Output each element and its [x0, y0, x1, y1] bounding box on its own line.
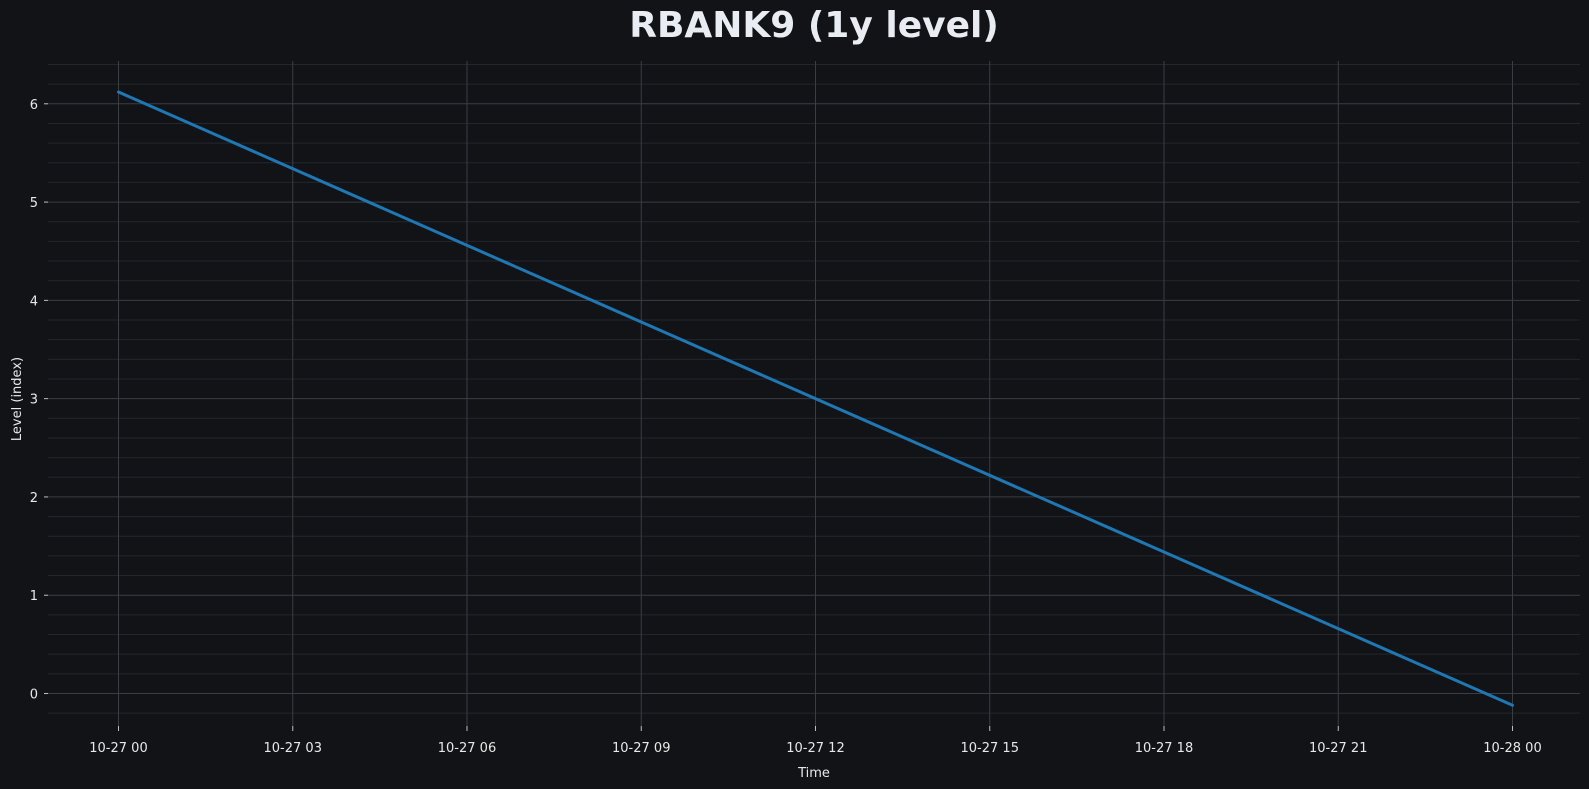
x-axis-ticks: 10-27 00 10-27 03 10-27 06 10-27 09 10-27 12… — [89, 726, 1542, 756]
x-tick-label: 10-28 00 — [1483, 741, 1541, 756]
x-tick-label: 10-27 06 — [438, 741, 496, 756]
x-tick-label: 10-27 09 — [612, 741, 670, 756]
y-axis-label: Level (index) — [10, 357, 25, 441]
x-tick-label: 10-27 00 — [89, 741, 147, 756]
x-tick-label: 10-27 03 — [264, 741, 322, 756]
series-layer — [117, 90, 1514, 707]
x-axis-label: Time — [797, 766, 830, 781]
y-tick-label: 5 — [30, 196, 38, 211]
y-tick-label: 0 — [30, 688, 38, 703]
x-tick-label: 10-27 15 — [961, 741, 1019, 756]
y-tick-label: 2 — [30, 491, 38, 506]
x-tick-label: 10-27 21 — [1309, 741, 1367, 756]
chart-title: RBANK9 (1y level) — [629, 5, 999, 46]
y-tick-label: 1 — [30, 589, 38, 604]
x-tick-label: 10-27 18 — [1135, 741, 1193, 756]
series-line — [117, 90, 1514, 707]
y-tick-label: 6 — [30, 98, 38, 113]
y-tick-label: 3 — [30, 393, 38, 408]
y-axis-ticks: 0 1 2 3 4 5 6 — [30, 98, 48, 703]
y-tick-label: 4 — [30, 294, 38, 309]
minor-gridlines — [48, 63, 1580, 714]
x-tick-label: 10-27 12 — [786, 741, 844, 756]
